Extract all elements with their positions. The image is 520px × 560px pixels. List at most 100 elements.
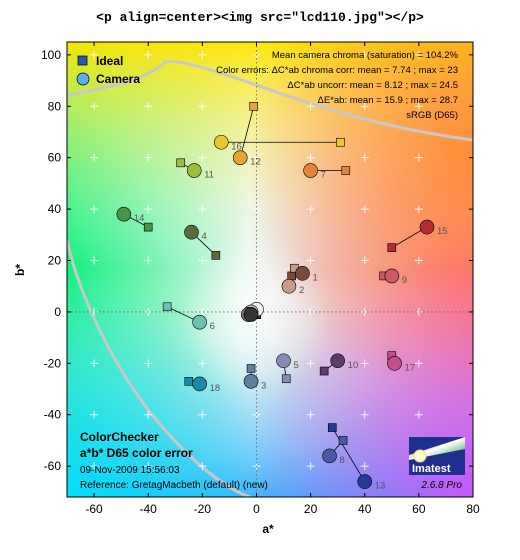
grid-mark [90,102,99,111]
patch-label: 9 [402,275,407,286]
camera-point [303,163,318,178]
grid-mark [198,410,207,419]
chart-caption: ColorChecker a*b* D65 color error 09-Nov… [80,430,268,491]
ideal-point [287,271,296,281]
y-tick-label: 40 [48,202,62,216]
y-tick-label: 100 [41,48,61,62]
camera-point [384,268,400,284]
grid-mark [306,359,315,368]
legend-camera-circle [76,72,90,86]
camera-point [357,474,373,489]
camera-point [281,278,297,294]
ideal-point [327,423,337,432]
caption-chart-name: ColorChecker [80,430,159,444]
patch-label: 2 [299,285,304,296]
x-tick-label: 80 [466,502,480,516]
grid-mark [198,153,207,162]
grid-mark [198,256,207,265]
info-uncorr: ΔC*ab uncorr: mean = 8.12 ; max = 24.5 [287,80,458,91]
y-tick-label: 0 [54,305,61,319]
grid-mark [360,359,369,368]
grid-mark [414,205,423,214]
ideal-point [249,101,259,111]
y-tick-label: -20 [44,356,62,370]
ideal-point [387,243,397,252]
grid-mark [414,102,423,111]
grid-mark [198,50,207,59]
grid [90,50,423,471]
camera-point [322,448,337,464]
info-chroma-corr: Color errors: ΔC*ab chroma corr: mean = … [216,65,458,76]
caption-timestamp: 09-Nov-2009 15:56:03 [80,465,180,476]
x-axis-title: a* [262,522,274,536]
grid-mark [198,102,207,111]
grid-mark [360,102,369,111]
patch-label: 10 [348,360,359,371]
logo-name: Imatest [412,463,451,475]
ideal-point [319,366,329,376]
grid-mark [306,256,315,265]
y-axis-ticks: -60 -40 -20 0 20 40 60 80 100 [41,48,473,473]
grid-mark [90,256,99,265]
camera-point [295,266,310,281]
x-tick-label: 60 [412,502,426,516]
grid-mark [306,410,315,419]
grid-mark [90,359,99,368]
x-tick-label: -40 [140,502,158,516]
grid-mark [198,205,207,214]
grid-mark [198,359,207,368]
patch-label: 18 [210,383,221,394]
grid-mark [360,462,369,471]
grid-mark [360,205,369,214]
y-tick-label: 60 [48,151,62,165]
legend: Ideal Camera [76,54,140,86]
y-tick-label: 20 [48,254,62,268]
ideal-point [176,158,185,168]
logo-version: 2.6.8 Pro [420,480,462,491]
grid-mark [144,359,153,368]
grid-mark [306,153,315,162]
grid-mark [414,410,423,419]
ideal-point [341,166,351,175]
y-axis-title: b* [13,264,27,276]
grid-mark [144,153,153,162]
grid-mark [360,50,369,59]
grid-mark [90,410,99,419]
grid-mark [144,102,153,111]
caption-chart-kind: a*b* D65 color error [80,446,193,460]
legend-ideal-square [77,55,88,66]
grid-mark [144,205,153,214]
x-tick-label: -60 [85,502,103,516]
patch-label: 4 [202,231,207,242]
patch-label: 3 [261,380,266,391]
patch-label: 15 [437,226,448,237]
grid-mark [306,102,315,111]
grid-mark [360,153,369,162]
error-line [331,427,366,482]
ideal-point [162,302,172,312]
patch-label: 13 [375,481,386,492]
ideal-point [338,436,348,445]
grid-mark [144,50,153,59]
info-delta-e: ΔE*ab: mean = 15.9 ; max = 28.7 [318,95,459,106]
grid-mark [306,462,315,471]
grid-mark [144,410,153,419]
x-axis-ticks: -60 -40 -20 0 20 40 60 80 [85,42,480,516]
grid-mark [306,50,315,59]
patch-label: 6 [210,321,215,332]
grid-mark [306,205,315,214]
camera-point [116,206,132,222]
x-tick-label: 0 [253,502,260,516]
x-tick-label: -20 [194,502,212,516]
plot-frame [66,41,474,498]
patch-label: 1 [312,272,317,283]
y-tick-label: -60 [44,459,62,473]
patch-label: 8 [340,455,345,466]
ideal-point [336,137,345,147]
patch-label: 17 [405,362,416,373]
camera-point [192,376,207,392]
patch-label: 12 [250,157,261,168]
camera-point [243,374,259,389]
patch-label: 7 [321,170,326,181]
